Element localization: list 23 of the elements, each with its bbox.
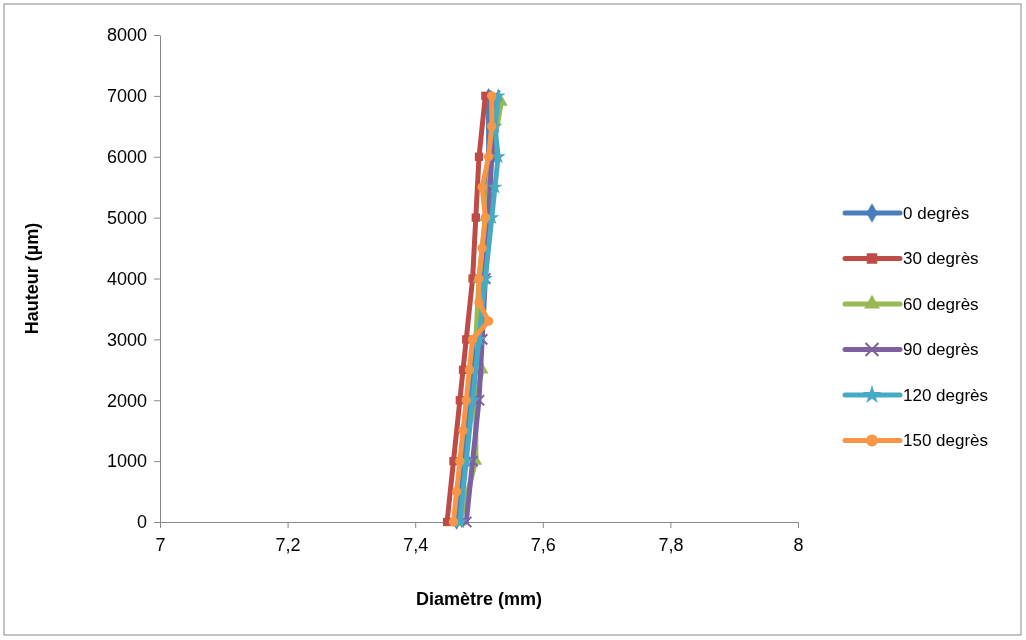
y-tick-label: 5000 xyxy=(106,207,147,228)
legend-label: 30 degrès xyxy=(903,249,979,269)
legend-label: 60 degrès xyxy=(903,294,979,314)
y-tick-label: 4000 xyxy=(106,268,147,289)
x-tick-label: 8 xyxy=(793,534,804,555)
x-tick-label: 7 xyxy=(155,534,166,555)
legend-label: 90 degrès xyxy=(903,340,979,360)
x-tick-label: 7,6 xyxy=(530,534,556,555)
x-tick-label: 7,8 xyxy=(658,534,684,555)
y-tick-label: 2000 xyxy=(106,390,147,411)
y-tick-label: 1000 xyxy=(106,451,147,472)
y-tick-label: 3000 xyxy=(106,329,147,350)
x-tick-label: 7,4 xyxy=(403,534,429,555)
y-tick-label: 7000 xyxy=(106,86,147,107)
x-axis-title: Diamètre (mm) xyxy=(415,589,543,609)
y-axis-title: Hauteur (µm) xyxy=(22,222,42,335)
legend-label: 150 degrès xyxy=(903,431,989,451)
y-tick-label: 6000 xyxy=(106,147,147,168)
y-tick-label: 8000 xyxy=(106,25,147,46)
legend-label: 0 degrès xyxy=(903,203,970,223)
x-tick-label: 7,2 xyxy=(275,534,301,555)
y-tick-label: 0 xyxy=(136,512,147,533)
legend-label: 120 degrès xyxy=(903,385,989,405)
